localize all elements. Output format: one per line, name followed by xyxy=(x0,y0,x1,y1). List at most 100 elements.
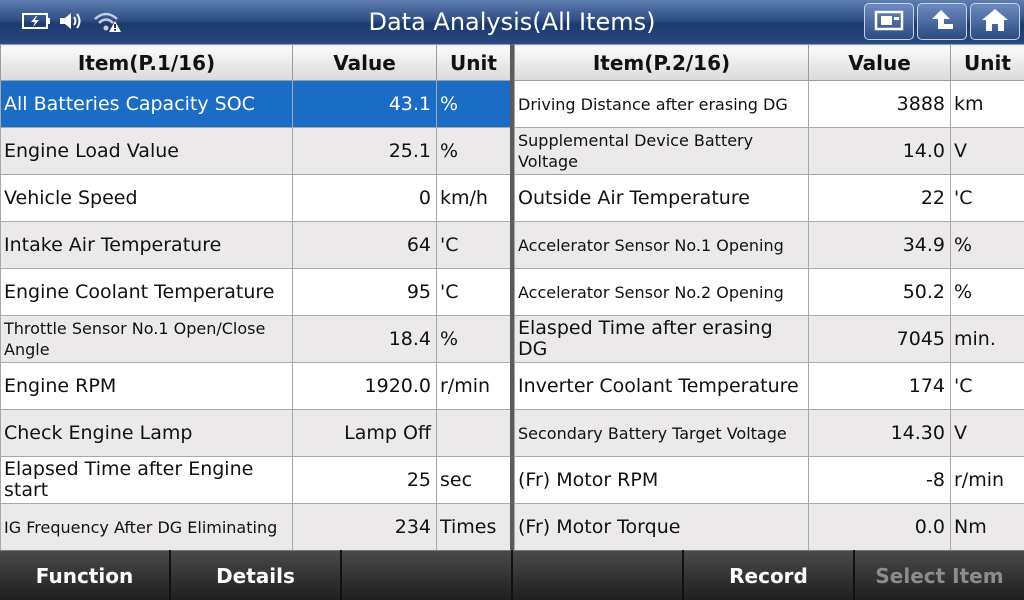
left-data-panel: Item(P.1/16) Value Unit All Batteries Ca… xyxy=(0,44,511,551)
table-row[interactable]: (Fr) Motor Torque 0.0 Nm xyxy=(514,503,1024,551)
item-unit: % xyxy=(436,127,511,175)
item-name: Intake Air Temperature xyxy=(0,221,293,269)
table-row[interactable]: Inverter Coolant Temperature 174 'C xyxy=(514,362,1024,410)
table-row[interactable]: Elapsed Time after Engine start 25 sec xyxy=(0,456,511,504)
item-unit: min. xyxy=(950,315,1024,363)
item-value: 50.2 xyxy=(808,268,951,316)
table-row[interactable]: Engine Load Value 25.1 % xyxy=(0,127,511,175)
item-value: Lamp Off xyxy=(292,409,437,457)
item-value: 14.0 xyxy=(808,127,951,175)
table-row[interactable]: Vehicle Speed 0 km/h xyxy=(0,174,511,222)
item-unit: % xyxy=(950,268,1024,316)
empty-button-4[interactable] xyxy=(513,550,682,600)
item-unit: % xyxy=(436,80,511,128)
item-value: 3888 xyxy=(808,80,951,128)
table-row[interactable]: Throttle Sensor No.1 Open/Close Angle 18… xyxy=(0,315,511,363)
item-value: 0 xyxy=(292,174,437,222)
item-name: (Fr) Motor Torque xyxy=(514,503,809,551)
details-button[interactable]: Details xyxy=(171,550,340,600)
item-value: 64 xyxy=(292,221,437,269)
record-button[interactable]: Record xyxy=(684,550,853,600)
table-row[interactable]: Accelerator Sensor No.2 Opening 50.2 % xyxy=(514,268,1024,316)
table-row[interactable]: Engine Coolant Temperature 95 'C xyxy=(0,268,511,316)
item-value: -8 xyxy=(808,456,951,504)
table-row[interactable]: Elasped Time after erasing DG 7045 min. xyxy=(514,315,1024,363)
item-value: 25.1 xyxy=(292,127,437,175)
item-name: Vehicle Speed xyxy=(0,174,293,222)
battery-charging-icon xyxy=(22,12,52,34)
screenshot-button[interactable] xyxy=(864,3,914,40)
item-value: 234 xyxy=(292,503,437,551)
item-unit: Times xyxy=(436,503,511,551)
speaker-icon xyxy=(58,10,86,36)
column-header-value: Value xyxy=(808,44,951,81)
item-value: 43.1 xyxy=(292,80,437,128)
table-row[interactable]: Supplemental Device Battery Voltage 14.0… xyxy=(514,127,1024,175)
item-value: 95 xyxy=(292,268,437,316)
item-unit: km xyxy=(950,80,1024,128)
item-unit: sec xyxy=(436,456,511,504)
column-header-item: Item(P.1/16) xyxy=(0,44,293,81)
item-unit: 'C xyxy=(950,174,1024,222)
table-row[interactable]: All Batteries Capacity SOC 43.1 % xyxy=(0,80,511,128)
item-name: Throttle Sensor No.1 Open/Close Angle xyxy=(0,315,293,363)
item-value: 7045 xyxy=(808,315,951,363)
table-row[interactable]: IG Frequency After DG Eliminating 234 Ti… xyxy=(0,503,511,551)
item-unit: 'C xyxy=(950,362,1024,410)
status-icons xyxy=(22,9,122,37)
item-name: Engine Coolant Temperature xyxy=(0,268,293,316)
select-item-button[interactable]: Select Item xyxy=(855,550,1024,600)
table-row[interactable]: Engine RPM 1920.0 r/min xyxy=(0,362,511,410)
column-header-item: Item(P.2/16) xyxy=(514,44,809,81)
item-unit: % xyxy=(436,315,511,363)
back-arrow-icon xyxy=(927,7,957,37)
item-name: Check Engine Lamp xyxy=(0,409,293,457)
item-name: Supplemental Device Battery Voltage xyxy=(514,127,809,175)
table-row[interactable]: (Fr) Motor RPM -8 r/min xyxy=(514,456,1024,504)
nav-buttons xyxy=(864,3,1020,40)
right-data-panel: Item(P.2/16) Value Unit Driving Distance… xyxy=(514,44,1024,551)
item-name: Inverter Coolant Temperature xyxy=(514,362,809,410)
wifi-warning-icon xyxy=(92,9,122,37)
item-name: Accelerator Sensor No.1 Opening xyxy=(514,221,809,269)
item-value: 18.4 xyxy=(292,315,437,363)
item-name: All Batteries Capacity SOC xyxy=(0,80,293,128)
item-value: 25 xyxy=(292,456,437,504)
function-button[interactable]: Function xyxy=(0,550,169,600)
table-row[interactable]: Outside Air Temperature 22 'C xyxy=(514,174,1024,222)
item-value: 0.0 xyxy=(808,503,951,551)
item-unit: % xyxy=(950,221,1024,269)
item-value: 1920.0 xyxy=(292,362,437,410)
back-button[interactable] xyxy=(917,3,967,40)
table-row[interactable]: Check Engine Lamp Lamp Off xyxy=(0,409,511,457)
item-unit: km/h xyxy=(436,174,511,222)
item-value: 34.9 xyxy=(808,221,951,269)
item-unit: 'C xyxy=(436,221,511,269)
item-value: 14.30 xyxy=(808,409,951,457)
empty-button-3[interactable] xyxy=(342,550,511,600)
home-icon xyxy=(980,7,1010,37)
left-data-table: Item(P.1/16) Value Unit All Batteries Ca… xyxy=(0,44,511,551)
table-row[interactable]: Accelerator Sensor No.1 Opening 34.9 % xyxy=(514,221,1024,269)
item-value: 174 xyxy=(808,362,951,410)
item-name: Elapsed Time after Engine start xyxy=(0,456,293,504)
right-data-table: Item(P.2/16) Value Unit Driving Distance… xyxy=(514,44,1024,551)
item-unit: V xyxy=(950,127,1024,175)
item-unit: Nm xyxy=(950,503,1024,551)
table-row[interactable]: Secondary Battery Target Voltage 14.30 V xyxy=(514,409,1024,457)
item-name: Accelerator Sensor No.2 Opening xyxy=(514,268,809,316)
item-unit: r/min xyxy=(436,362,511,410)
home-button[interactable] xyxy=(970,3,1020,40)
item-name: Outside Air Temperature xyxy=(514,174,809,222)
column-header-unit: Unit xyxy=(436,44,511,81)
item-unit xyxy=(436,409,511,457)
panel-divider xyxy=(510,44,514,550)
item-name: IG Frequency After DG Eliminating xyxy=(0,503,293,551)
screenshot-icon xyxy=(874,8,904,36)
item-name: (Fr) Motor RPM xyxy=(514,456,809,504)
table-row[interactable]: Intake Air Temperature 64 'C xyxy=(0,221,511,269)
item-unit: V xyxy=(950,409,1024,457)
table-row[interactable]: Driving Distance after erasing DG 3888 k… xyxy=(514,80,1024,128)
item-unit: 'C xyxy=(436,268,511,316)
item-name: Driving Distance after erasing DG xyxy=(514,80,809,128)
